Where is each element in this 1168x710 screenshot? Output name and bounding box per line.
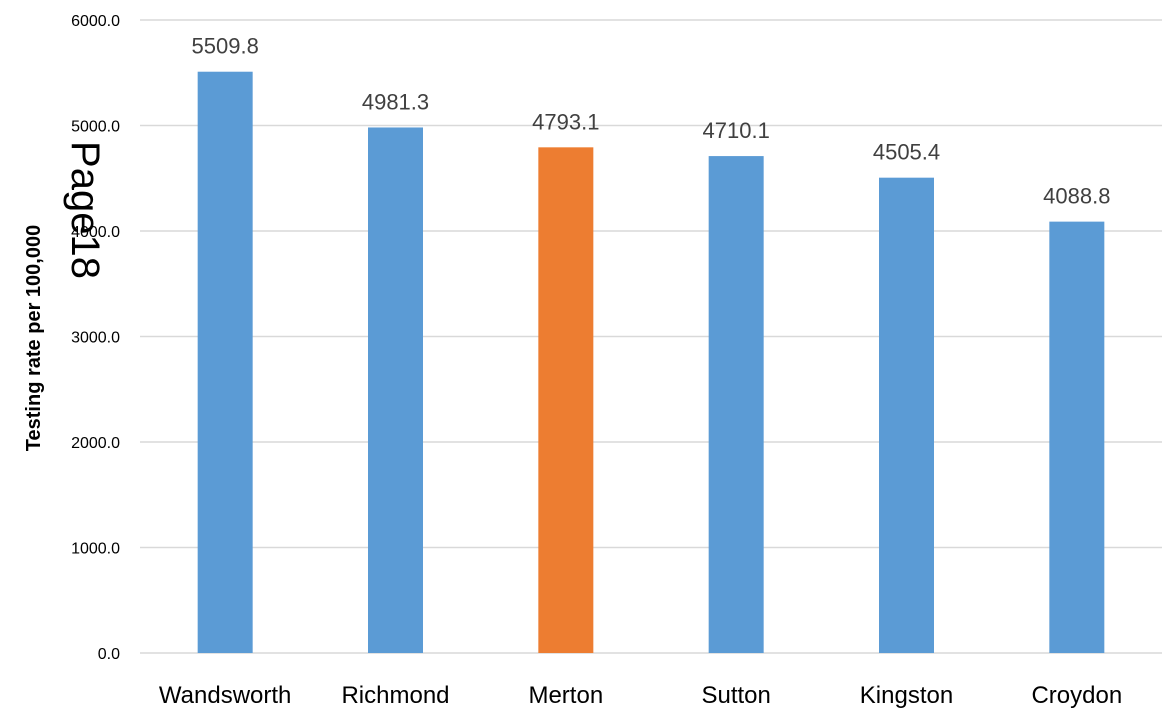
y-tick-label: 0.0 — [98, 646, 120, 663]
bar-wandsworth — [197, 71, 253, 653]
y-axis-title: Testing rate per 100,000 — [23, 225, 45, 451]
page-watermark: Page18 — [63, 141, 107, 279]
x-tick-label: Richmond — [341, 682, 449, 709]
gridlines — [140, 19, 1162, 654]
bar-kingston — [879, 177, 934, 653]
data-label: 4793.1 — [532, 109, 599, 134]
x-tick-label: Merton — [528, 682, 603, 709]
y-tick-label: 4000.0 — [71, 224, 120, 241]
bar-richmond — [368, 127, 423, 654]
y-axis-ticks: 0.0 1000.0 2000.0 3000.0 4000.0 5000.0 6000.0 — [71, 13, 120, 663]
x-tick-label: Kingston — [860, 682, 953, 709]
y-tick-label: 3000.0 — [71, 330, 120, 347]
bar-sutton — [708, 156, 764, 653]
bar-merton — [538, 147, 594, 654]
y-tick-label: 1000.0 — [71, 541, 120, 558]
x-tick-label: Sutton — [701, 682, 770, 709]
data-label: 5509.8 — [192, 34, 259, 59]
data-label: 4710.1 — [703, 118, 770, 143]
data-label: 4505.4 — [873, 140, 940, 165]
x-tick-label: Croydon — [1031, 682, 1122, 709]
data-label: 4088.8 — [1043, 184, 1110, 209]
y-tick-label: 2000.0 — [71, 435, 120, 452]
x-tick-label: Wandsworth — [159, 682, 292, 709]
data-labels: 5509.8 4981.3 4793.1 4710.1 4505.4 4088.8 — [192, 34, 1111, 209]
bars — [197, 71, 1105, 654]
data-label: 4981.3 — [362, 89, 429, 114]
x-axis-labels: Wandsworth Richmond Merton Sutton Kingston Cr… — [159, 682, 1122, 709]
bar-croydon — [1049, 221, 1105, 654]
y-tick-label: 6000.0 — [71, 13, 120, 30]
y-tick-label: 5000.0 — [71, 119, 120, 136]
